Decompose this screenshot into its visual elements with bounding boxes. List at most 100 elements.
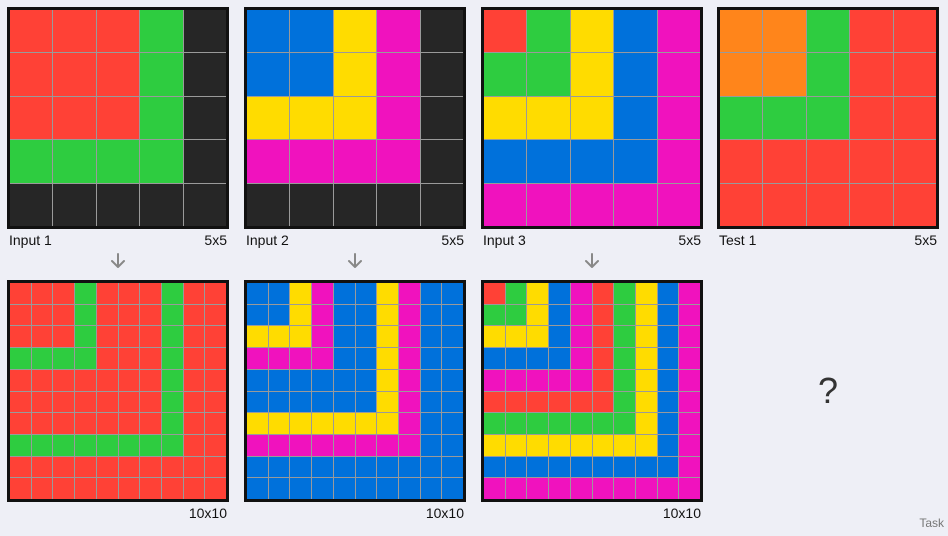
grid-cell <box>53 326 75 348</box>
grid-cell <box>205 456 226 478</box>
grid-cell <box>679 478 700 499</box>
grid-cell <box>398 326 420 348</box>
grid-cell <box>484 369 505 391</box>
down-arrow-icon-1 <box>108 251 128 271</box>
grid-cell <box>527 96 570 140</box>
grid-cell <box>96 413 118 434</box>
grid-cell <box>806 53 850 96</box>
grid-cell <box>679 413 700 434</box>
grid-cell <box>442 413 463 434</box>
grid-cell <box>333 434 355 456</box>
grid-cell <box>570 326 592 348</box>
grid-cell <box>53 304 75 326</box>
grid-cell <box>205 434 226 456</box>
grid-cell <box>290 53 333 96</box>
grid-cell <box>398 283 420 304</box>
grid-cell <box>527 304 549 326</box>
grid-cell <box>484 478 505 499</box>
grid-cell <box>140 140 183 183</box>
grid-cell <box>183 183 226 226</box>
grid-cell <box>75 391 96 413</box>
grid-cell <box>420 304 442 326</box>
grid-cell <box>31 478 53 499</box>
grid-cell <box>570 348 592 369</box>
grid-cell <box>570 10 614 53</box>
grid-cell <box>377 283 398 304</box>
grid-cell <box>31 348 53 369</box>
grid-cell <box>140 283 161 304</box>
grid-cell <box>635 283 657 304</box>
grid-cell <box>96 283 118 304</box>
grid-cell <box>205 283 226 304</box>
grid-cell <box>10 348 31 369</box>
grid-cell <box>75 348 96 369</box>
down-arrow-icon-2 <box>345 251 365 271</box>
grid-cell <box>527 283 549 304</box>
grid-cell <box>161 304 183 326</box>
grid-cell <box>205 369 226 391</box>
grid-cell <box>247 183 290 226</box>
grid-cell <box>570 183 614 226</box>
grid-cell <box>527 413 549 434</box>
grid-cell <box>657 96 700 140</box>
grid-cell <box>53 413 75 434</box>
grid-cell <box>183 283 205 304</box>
grid-cell <box>10 96 53 140</box>
grid-cell <box>484 183 527 226</box>
grid-cell <box>505 304 527 326</box>
grid-cell <box>614 283 635 304</box>
grid-cell <box>592 456 614 478</box>
grid-cell <box>96 369 118 391</box>
grid-cell <box>527 456 549 478</box>
grid-cell <box>53 348 75 369</box>
output-panel-2 <box>244 280 466 502</box>
grid-cell <box>205 391 226 413</box>
grid-cell <box>549 326 570 348</box>
grid-cell <box>635 456 657 478</box>
grid-cell <box>31 456 53 478</box>
grid-cell <box>118 391 140 413</box>
grid-cell <box>183 478 205 499</box>
grid-cell <box>96 140 140 183</box>
grid-cell <box>161 391 183 413</box>
grid-cell <box>592 283 614 304</box>
grid-cell <box>679 283 700 304</box>
grid-cell <box>290 478 312 499</box>
grid-cell <box>592 326 614 348</box>
grid-cell <box>355 283 377 304</box>
grid-cell <box>183 369 205 391</box>
grid-cell <box>355 369 377 391</box>
grid-cell <box>53 478 75 499</box>
grid-cell <box>118 304 140 326</box>
input-3-size: 5x5 <box>678 232 701 248</box>
grid-cell <box>290 326 312 348</box>
grid-cell <box>484 413 505 434</box>
grid-cell <box>614 413 635 434</box>
grid-cell <box>527 369 549 391</box>
grid-cell <box>333 369 355 391</box>
grid-cell <box>635 348 657 369</box>
grid-cell <box>333 456 355 478</box>
grid-cell <box>635 478 657 499</box>
grid-cell <box>614 391 635 413</box>
grid-cell <box>290 283 312 304</box>
grid-cell <box>570 478 592 499</box>
grid-cell <box>377 53 420 96</box>
grid-cell <box>140 96 183 140</box>
input-panel-3 <box>481 7 703 229</box>
grid-cell <box>247 140 290 183</box>
input-2-label: Input 2 <box>246 232 289 248</box>
grid-cell <box>398 304 420 326</box>
grid-cell <box>290 304 312 326</box>
grid-cell <box>420 53 463 96</box>
grid-cell <box>183 326 205 348</box>
grid-cell <box>484 434 505 456</box>
grid-cell <box>657 369 679 391</box>
input-2-label-row: Input 2 5x5 <box>246 232 464 248</box>
grid-cell <box>377 369 398 391</box>
grid-cell <box>420 10 463 53</box>
grid-cell <box>657 140 700 183</box>
grid-cell <box>10 304 31 326</box>
grid-cell <box>140 183 183 226</box>
grid-cell <box>549 304 570 326</box>
